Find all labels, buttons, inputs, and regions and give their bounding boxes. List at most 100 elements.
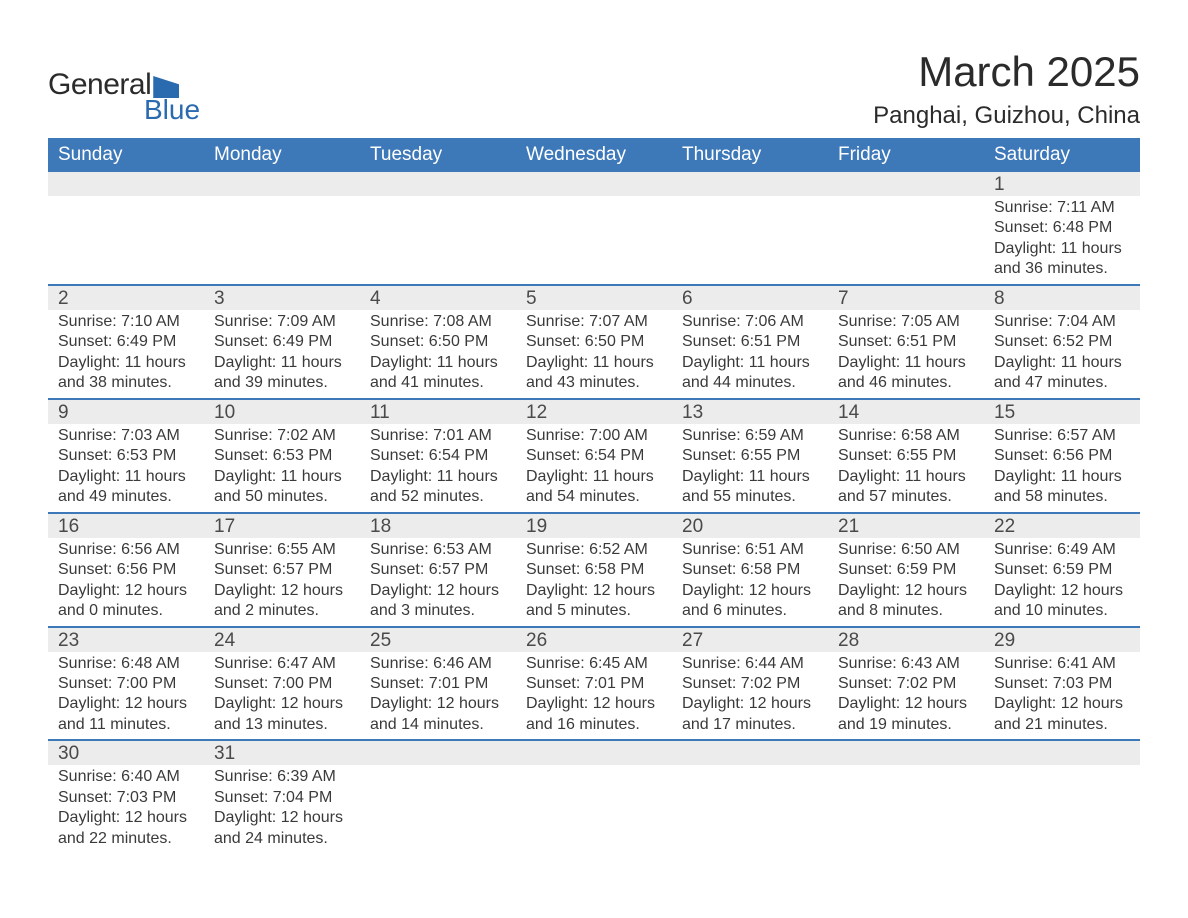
day-data-cell: Sunrise: 6:47 AMSunset: 7:00 PMDaylight:… [204,652,360,741]
sunrise-text: Sunrise: 7:09 AM [214,312,350,332]
day-number-cell: 18 [360,513,516,538]
day-number-cell [360,740,516,765]
sunrise-text: Sunrise: 7:02 AM [214,426,350,446]
sunrise-text: Sunrise: 6:52 AM [526,540,662,560]
week-number-row: 2345678 [48,285,1140,310]
day-number-cell [828,740,984,765]
day-number-cell [516,740,672,765]
day-number-cell: 6 [672,285,828,310]
day-number-cell: 4 [360,285,516,310]
day-data-cell: Sunrise: 6:44 AMSunset: 7:02 PMDaylight:… [672,652,828,741]
day-data-cell: Sunrise: 7:03 AMSunset: 6:53 PMDaylight:… [48,424,204,513]
sunset-text: Sunset: 7:03 PM [58,788,194,808]
day-data-cell [516,196,672,285]
sunrise-text: Sunrise: 6:46 AM [370,654,506,674]
sunrise-text: Sunrise: 6:49 AM [994,540,1130,560]
daylight-text: Daylight: 12 hours and 3 minutes. [370,581,506,622]
sunrise-text: Sunrise: 6:47 AM [214,654,350,674]
sunrise-text: Sunrise: 6:57 AM [994,426,1130,446]
day-number-cell: 12 [516,399,672,424]
daylight-text: Daylight: 12 hours and 6 minutes. [682,581,818,622]
sunset-text: Sunset: 7:03 PM [994,674,1130,694]
day-data-cell: Sunrise: 7:09 AMSunset: 6:49 PMDaylight:… [204,310,360,399]
sunset-text: Sunset: 6:54 PM [526,446,662,466]
day-number-cell: 7 [828,285,984,310]
day-number-cell [828,172,984,196]
sunset-text: Sunset: 6:51 PM [838,332,974,352]
calendar-body: 1Sunrise: 7:11 AMSunset: 6:48 PMDaylight… [48,172,1140,853]
day-data-cell [48,196,204,285]
daylight-text: Daylight: 11 hours and 44 minutes. [682,353,818,394]
day-number-cell: 31 [204,740,360,765]
day-number-cell [984,740,1140,765]
brand-name-part1: General [48,68,151,102]
sunset-text: Sunset: 6:52 PM [994,332,1130,352]
day-data-cell [360,765,516,853]
daylight-text: Daylight: 12 hours and 2 minutes. [214,581,350,622]
day-data-cell: Sunrise: 7:07 AMSunset: 6:50 PMDaylight:… [516,310,672,399]
day-number-cell: 25 [360,627,516,652]
day-number-cell [516,172,672,196]
day-data-cell: Sunrise: 6:40 AMSunset: 7:03 PMDaylight:… [48,765,204,853]
daylight-text: Daylight: 11 hours and 47 minutes. [994,353,1130,394]
daylight-text: Daylight: 11 hours and 39 minutes. [214,353,350,394]
day-data-cell [984,765,1140,853]
sunrise-text: Sunrise: 6:41 AM [994,654,1130,674]
day-number-cell: 30 [48,740,204,765]
daylight-text: Daylight: 12 hours and 8 minutes. [838,581,974,622]
week-data-row: Sunrise: 6:40 AMSunset: 7:03 PMDaylight:… [48,765,1140,853]
brand-logo-top: General [48,68,179,102]
daylight-text: Daylight: 11 hours and 38 minutes. [58,353,194,394]
day-data-cell: Sunrise: 7:08 AMSunset: 6:50 PMDaylight:… [360,310,516,399]
day-data-cell [204,196,360,285]
sunset-text: Sunset: 6:48 PM [994,218,1130,238]
daylight-text: Daylight: 12 hours and 21 minutes. [994,694,1130,735]
day-header-row: Sunday Monday Tuesday Wednesday Thursday… [48,138,1140,172]
page-header: General Blue March 2025 Panghai, Guizhou… [48,48,1140,130]
day-number-cell: 11 [360,399,516,424]
day-data-cell: Sunrise: 6:53 AMSunset: 6:57 PMDaylight:… [360,538,516,627]
day-number-cell: 17 [204,513,360,538]
sunset-text: Sunset: 7:04 PM [214,788,350,808]
day-data-cell: Sunrise: 7:04 AMSunset: 6:52 PMDaylight:… [984,310,1140,399]
day-number-cell [204,172,360,196]
day-data-cell: Sunrise: 6:46 AMSunset: 7:01 PMDaylight:… [360,652,516,741]
sunrise-text: Sunrise: 6:58 AM [838,426,974,446]
sunset-text: Sunset: 6:56 PM [58,560,194,580]
sunrise-text: Sunrise: 7:07 AM [526,312,662,332]
daylight-text: Daylight: 12 hours and 11 minutes. [58,694,194,735]
day-header-saturday: Saturday [984,138,1140,172]
day-data-cell: Sunrise: 6:55 AMSunset: 6:57 PMDaylight:… [204,538,360,627]
sunrise-text: Sunrise: 6:50 AM [838,540,974,560]
day-number-cell: 26 [516,627,672,652]
day-number-cell: 29 [984,627,1140,652]
daylight-text: Daylight: 12 hours and 24 minutes. [214,808,350,849]
day-data-cell [828,196,984,285]
sunset-text: Sunset: 6:49 PM [58,332,194,352]
sunset-text: Sunset: 6:54 PM [370,446,506,466]
day-number-cell: 21 [828,513,984,538]
daylight-text: Daylight: 12 hours and 10 minutes. [994,581,1130,622]
daylight-text: Daylight: 11 hours and 57 minutes. [838,467,974,508]
day-number-cell: 2 [48,285,204,310]
week-data-row: Sunrise: 7:10 AMSunset: 6:49 PMDaylight:… [48,310,1140,399]
day-number-cell [360,172,516,196]
sunset-text: Sunset: 7:02 PM [682,674,818,694]
location-label: Panghai, Guizhou, China [873,102,1140,130]
day-number-cell: 10 [204,399,360,424]
sunrise-text: Sunrise: 7:06 AM [682,312,818,332]
day-number-cell: 24 [204,627,360,652]
daylight-text: Daylight: 12 hours and 22 minutes. [58,808,194,849]
daylight-text: Daylight: 11 hours and 46 minutes. [838,353,974,394]
day-number-cell: 3 [204,285,360,310]
day-header-tuesday: Tuesday [360,138,516,172]
week-number-row: 3031 [48,740,1140,765]
day-data-cell: Sunrise: 6:41 AMSunset: 7:03 PMDaylight:… [984,652,1140,741]
day-number-cell: 1 [984,172,1140,196]
day-data-cell [828,765,984,853]
day-number-cell: 28 [828,627,984,652]
daylight-text: Daylight: 12 hours and 5 minutes. [526,581,662,622]
sunrise-text: Sunrise: 6:45 AM [526,654,662,674]
day-data-cell: Sunrise: 6:58 AMSunset: 6:55 PMDaylight:… [828,424,984,513]
daylight-text: Daylight: 11 hours and 43 minutes. [526,353,662,394]
